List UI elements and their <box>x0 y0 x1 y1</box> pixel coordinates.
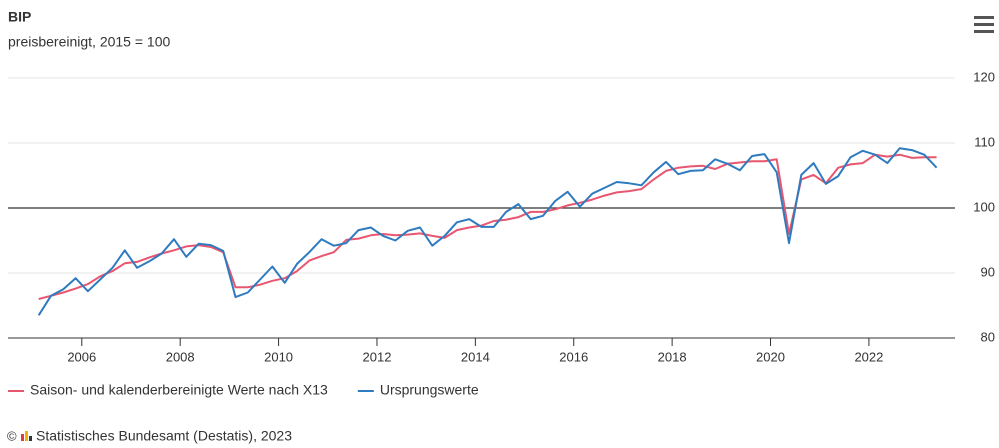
x-tick-label: 2016 <box>559 349 588 364</box>
series-line <box>38 153 937 300</box>
y-tick-label: 110 <box>974 134 995 149</box>
legend-label: Saison- und kalenderbereinigte Werte nac… <box>30 382 328 398</box>
y-tick-label: 80 <box>981 329 995 344</box>
x-tick-label: 2006 <box>67 349 96 364</box>
x-tick-label: 2008 <box>166 349 195 364</box>
x-tick-label: 2018 <box>658 349 687 364</box>
menu-button[interactable] <box>974 16 994 33</box>
x-tick-label: 2020 <box>756 349 785 364</box>
series-line <box>37 147 938 316</box>
x-tick-label: 2014 <box>461 349 490 364</box>
x-tick-label: 2022 <box>854 349 883 364</box>
y-tick-label: 120 <box>973 69 995 84</box>
y-tick-label: 90 <box>981 264 995 279</box>
y-tick-label: 100 <box>973 199 995 214</box>
x-tick-label: 2012 <box>363 349 392 364</box>
svg-text:©: © <box>7 428 17 443</box>
legend-label: Ursprungswerte <box>380 382 479 398</box>
credits-logo: © <box>7 428 32 443</box>
chart-title: BIP <box>8 9 31 25</box>
x-tick-label: 2010 <box>264 349 293 364</box>
credits: Statistisches Bundesamt (Destatis), 2023 <box>36 428 292 444</box>
chart-subtitle: preisbereinigt, 2015 = 100 <box>8 34 170 50</box>
